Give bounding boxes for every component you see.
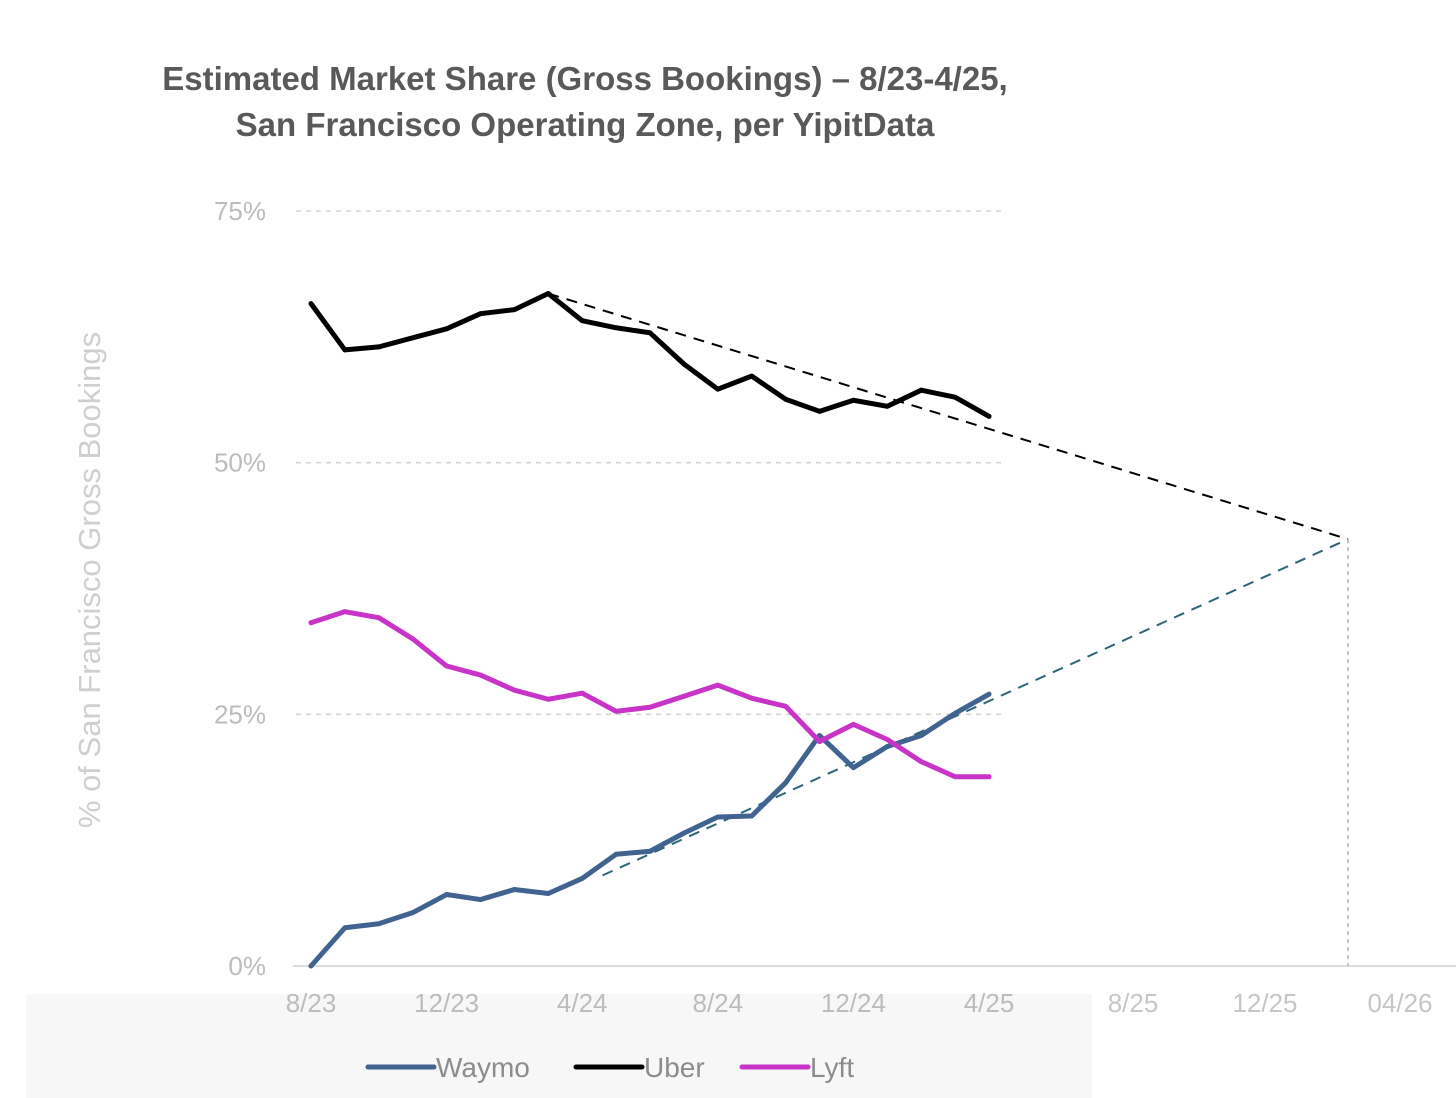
data-point-waymo	[986, 691, 992, 697]
data-point-lyft	[444, 663, 449, 669]
x-tick-label-extended: 04/26	[1367, 988, 1432, 1018]
data-point-waymo	[715, 814, 721, 820]
data-point-waymo	[884, 744, 890, 749]
gridlines	[296, 210, 1002, 716]
data-point-uber	[817, 408, 822, 414]
series-line-lyft	[308, 609, 992, 780]
projection-line-waymo	[602, 538, 1349, 877]
data-point-uber	[308, 301, 314, 307]
data-point-uber	[545, 291, 551, 296]
data-point-uber	[478, 311, 483, 317]
data-point-uber	[579, 318, 585, 324]
data-point-uber	[410, 335, 416, 341]
chart-title-line-2: San Francisco Operating Zone, per YipitD…	[235, 106, 935, 143]
data-point-lyft	[342, 609, 348, 615]
data-point-waymo	[512, 887, 517, 892]
data-point-uber	[986, 413, 992, 419]
data-point-waymo	[308, 963, 314, 969]
x-tick-label: 4/25	[964, 988, 1015, 1018]
data-point-uber	[512, 307, 517, 313]
data-point-lyft	[851, 722, 856, 727]
data-point-waymo	[478, 897, 483, 902]
legend-label-uber: Uber	[644, 1052, 705, 1083]
data-point-waymo	[851, 765, 856, 771]
data-point-waymo	[749, 813, 755, 819]
data-point-lyft	[952, 774, 958, 780]
data-point-lyft	[681, 693, 687, 699]
data-point-lyft	[986, 774, 992, 780]
y-axis-ticks: 0% 25% 50% 75%	[214, 196, 266, 981]
data-point-lyft	[579, 690, 585, 696]
x-tick-label: 12/24	[821, 988, 886, 1018]
legend-label-waymo: Waymo	[436, 1052, 530, 1083]
data-point-lyft	[308, 620, 314, 626]
y-tick-label: 25%	[214, 699, 266, 729]
data-point-uber	[749, 373, 755, 379]
data-point-waymo	[647, 848, 653, 854]
data-point-waymo	[376, 921, 382, 927]
data-point-lyft	[512, 687, 517, 693]
data-point-uber	[444, 326, 449, 332]
data-point-waymo	[342, 925, 348, 931]
data-point-lyft	[749, 695, 755, 701]
legend-label-lyft: Lyft	[810, 1052, 854, 1083]
chart-title-line-1: Estimated Market Share (Gross Bookings) …	[162, 60, 1008, 97]
data-point-lyft	[478, 672, 483, 678]
x-tick-label: 8/24	[692, 988, 743, 1018]
data-point-lyft	[884, 737, 890, 742]
data-point-lyft	[545, 696, 551, 702]
x-tick-label-extended: 8/25	[1108, 988, 1159, 1018]
series-line-waymo	[308, 691, 992, 969]
series-line-uber	[308, 291, 992, 419]
x-tick-label: 4/24	[557, 988, 608, 1018]
y-tick-label: 50%	[214, 448, 266, 478]
data-point-lyft	[376, 615, 382, 621]
data-point-uber	[783, 396, 788, 402]
projection-line-uber	[548, 292, 1349, 541]
legend: Waymo Uber Lyft	[365, 1052, 854, 1083]
data-point-uber	[715, 386, 721, 392]
trend-projections	[548, 292, 1349, 966]
data-point-uber	[613, 325, 619, 331]
data-point-waymo	[444, 892, 449, 897]
data-point-uber	[884, 403, 890, 409]
data-point-lyft	[715, 682, 721, 688]
data-point-lyft	[918, 759, 924, 765]
data-point-waymo	[918, 733, 924, 738]
data-point-lyft	[783, 703, 788, 709]
chart-title: Estimated Market Share (Gross Bookings) …	[0, 56, 1170, 148]
data-point-waymo	[545, 891, 551, 896]
data-point-uber	[376, 344, 382, 350]
data-series	[308, 291, 992, 969]
x-tick-label-extended: 12/25	[1232, 988, 1297, 1018]
data-point-uber	[681, 361, 687, 367]
x-axis-ticks: 8/23 12/23 4/24 8/24 12/24 4/25 8/25 12/25 04/26	[286, 988, 1433, 1018]
data-point-lyft	[817, 739, 822, 744]
data-point-uber	[952, 394, 958, 400]
y-axis-label: % of San Francisco Gross Bookings	[72, 332, 107, 828]
data-point-waymo	[579, 876, 585, 881]
x-tick-label: 8/23	[286, 988, 337, 1018]
y-tick-label: 75%	[214, 196, 266, 226]
data-point-waymo	[952, 710, 958, 716]
x-tick-label: 12/23	[414, 988, 479, 1018]
data-point-waymo	[613, 851, 619, 857]
data-point-lyft	[410, 636, 416, 642]
data-point-uber	[918, 387, 924, 393]
data-point-lyft	[647, 704, 653, 710]
data-point-uber	[851, 397, 856, 403]
data-point-uber	[342, 347, 348, 353]
y-tick-label: 0%	[228, 951, 266, 981]
data-point-waymo	[681, 830, 687, 836]
data-point-waymo	[783, 780, 788, 786]
data-point-waymo	[410, 910, 416, 916]
data-point-lyft	[613, 708, 619, 714]
data-point-uber	[647, 330, 653, 336]
footer-band	[26, 994, 1092, 1098]
